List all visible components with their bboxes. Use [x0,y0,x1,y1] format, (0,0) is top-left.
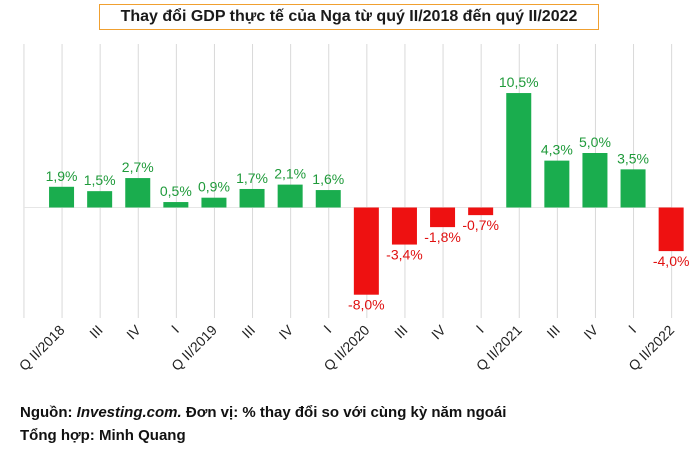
x-tick-label: III [86,322,106,342]
chart-title: Thay đổi GDP thực tế của Nga từ quý II/2… [99,4,599,30]
compiled-by-note: Tổng hợp: Minh Quang [20,427,186,444]
source-prefix: Nguồn: [20,404,77,421]
bar [277,184,303,208]
source-note: Nguồn: Investing.com. Đơn vị: % thay đổi… [20,404,506,421]
x-tick-label: Q II/2018 [16,322,68,374]
bar [544,160,570,208]
x-tick-label: IV [428,321,449,342]
bar [239,188,265,208]
data-label: 0,5% [160,183,192,199]
x-tick-label: I [320,322,334,336]
x-tick-label: I [168,322,182,336]
x-tick-label: IV [276,321,297,342]
x-tick-label: I [473,322,487,336]
source-name: Investing.com. [76,404,182,421]
bar [201,197,227,208]
data-label: 1,6% [312,171,344,187]
x-tick-label: IV [580,321,601,342]
bar [163,202,189,208]
x-tick-label: III [543,322,563,342]
x-tick-label: IV [123,321,144,342]
bar [582,153,608,208]
data-label: 1,5% [84,172,116,188]
data-label: 4,3% [541,142,573,158]
x-tick-label: III [391,322,411,342]
data-label: -1,8% [424,229,461,245]
data-label: 3,5% [617,150,649,166]
data-label: 2,1% [274,166,306,182]
data-label: 2,7% [122,159,154,175]
source-suffix: Đơn vị: % thay đổi so với cùng kỳ năm ng… [181,404,507,421]
bar [430,207,456,228]
bar [658,207,684,252]
bar [620,169,646,208]
data-label: 1,7% [236,170,268,186]
bar [49,186,75,208]
data-label: -4,0% [653,253,690,269]
data-label: 10,5% [499,74,539,90]
bar [315,190,341,208]
x-tick-label: I [625,322,639,336]
data-label: -3,4% [386,247,423,263]
data-label: 1,9% [46,168,78,184]
bar [87,191,113,208]
data-label: -8,0% [348,297,385,313]
bar [353,207,379,295]
bar [506,93,532,208]
x-tick-label: III [239,322,259,342]
bar [391,207,417,245]
bar [125,178,151,208]
data-label: -0,7% [462,217,499,233]
data-label: 0,9% [198,179,230,195]
data-label: 5,0% [579,134,611,150]
bar [468,207,494,216]
